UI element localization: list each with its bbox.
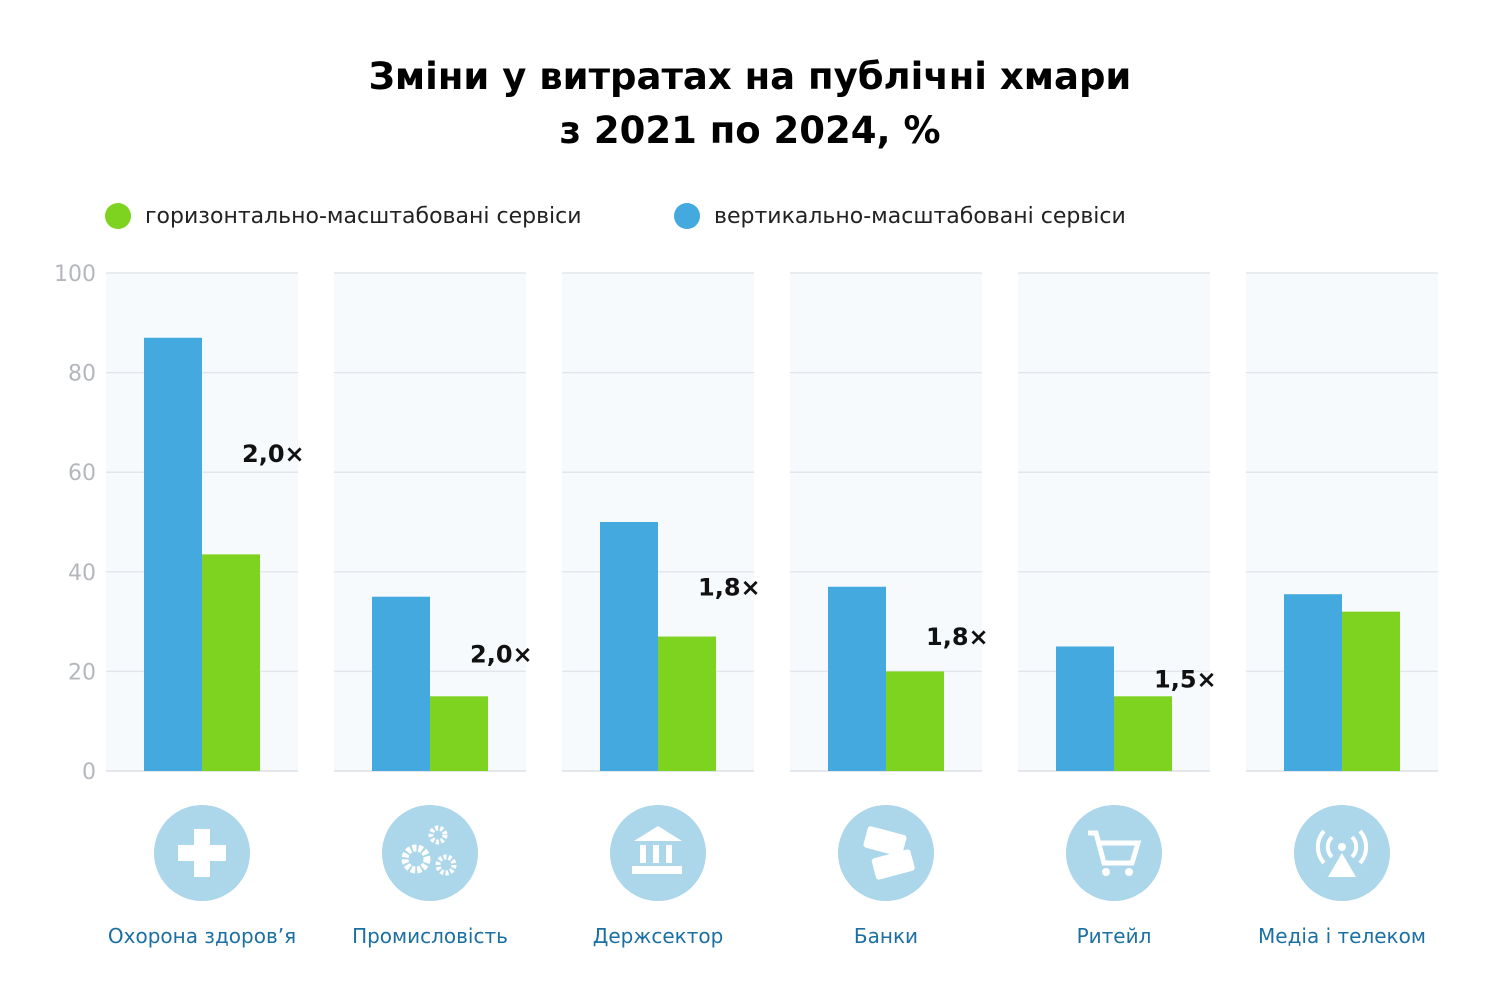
bar-vertical xyxy=(1056,646,1114,771)
chart-title-line2: з 2021 по 2024, % xyxy=(559,109,941,152)
legend-swatch-blue xyxy=(674,203,700,229)
bar-horizontal xyxy=(430,696,488,771)
bar-horizontal xyxy=(1114,696,1172,771)
category-label: Держсектор xyxy=(592,924,724,948)
y-tick-label: 0 xyxy=(82,760,96,785)
bar-vertical xyxy=(1284,594,1342,771)
category-label: Медіа і телеком xyxy=(1258,924,1426,948)
legend-item-horizontal: горизонтально-масштабовані сервіси xyxy=(105,203,582,229)
bar-horizontal xyxy=(1342,611,1400,771)
broadcast-antenna-icon xyxy=(1294,805,1390,901)
y-tick-label: 20 xyxy=(68,660,96,685)
category-label: Банки xyxy=(853,924,919,948)
legend-label: вертикально-масштабовані сервіси xyxy=(714,203,1126,229)
y-tick-label: 60 xyxy=(68,461,96,486)
multiplier-label: 1,8× xyxy=(698,573,761,601)
government-building-icon xyxy=(610,805,706,901)
bar-horizontal xyxy=(886,671,944,771)
multiplier-label: 2,0× xyxy=(470,641,533,669)
bar-horizontal xyxy=(202,554,260,771)
y-tick-label: 40 xyxy=(68,561,96,586)
bar-vertical xyxy=(600,522,658,771)
legend-label: горизонтально-масштабовані сервіси xyxy=(145,203,582,229)
money-icon xyxy=(838,805,934,901)
category-label: Промисловість xyxy=(352,924,508,948)
bar-vertical xyxy=(372,596,430,771)
y-tick-label: 80 xyxy=(68,362,96,387)
multiplier-label: 1,5× xyxy=(1154,665,1217,693)
legend-item-vertical: вертикально-масштабовані сервіси xyxy=(674,203,1126,229)
bar-vertical xyxy=(144,337,202,771)
bar-vertical xyxy=(828,586,886,771)
multiplier-label: 1,8× xyxy=(926,623,989,651)
chart-title-line1: Зміни у витратах на публічні хмари xyxy=(368,55,1132,98)
category-label: Охорона здоров’я xyxy=(107,924,297,948)
category-label: Ритейл xyxy=(1076,924,1152,948)
gears-icon xyxy=(382,805,478,901)
legend-swatch-green xyxy=(105,203,131,229)
y-tick-label: 100 xyxy=(54,262,96,287)
multiplier-label: 2,0× xyxy=(242,440,305,468)
bar-horizontal xyxy=(658,636,716,771)
medical-cross-icon xyxy=(154,805,250,901)
shopping-cart-icon xyxy=(1066,805,1162,901)
